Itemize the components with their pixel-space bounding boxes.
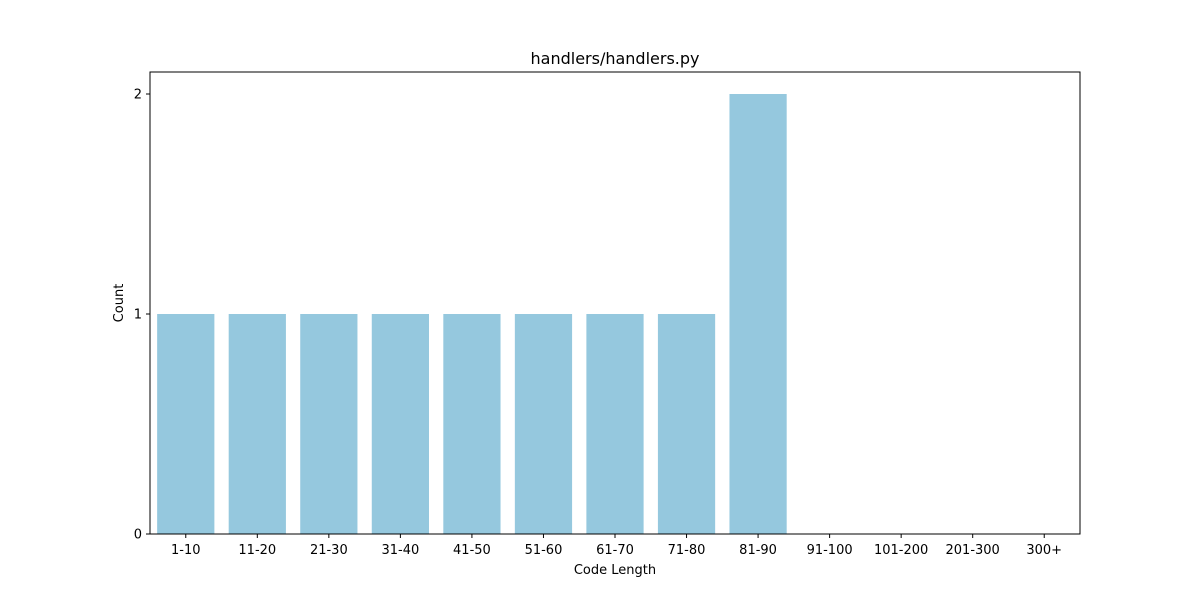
x-tick-label: 61-70 bbox=[596, 543, 634, 558]
bar-41-50 bbox=[443, 314, 501, 534]
y-tick-label: 1 bbox=[134, 308, 142, 323]
x-tick-label: 101-200 bbox=[874, 543, 928, 558]
x-tick-label: 21-30 bbox=[310, 543, 348, 558]
x-axis-label: Code Length bbox=[574, 563, 656, 578]
y-tick-label: 2 bbox=[134, 88, 142, 103]
bars-layer bbox=[157, 94, 787, 534]
x-tick-label: 81-90 bbox=[739, 543, 777, 558]
bar-71-80 bbox=[657, 314, 716, 534]
x-tick-label: 91-100 bbox=[807, 543, 853, 558]
bar-31-40 bbox=[371, 314, 429, 534]
x-axis: 1-10 11-20 21-30 31-40 41-50 51-60 61-70 71-80 8… bbox=[171, 534, 1062, 558]
bar-1-10 bbox=[157, 314, 215, 534]
bar-11-20 bbox=[228, 314, 286, 534]
bar-21-30 bbox=[300, 314, 358, 534]
x-tick-label: 41-50 bbox=[453, 543, 491, 558]
x-tick-label: 201-300 bbox=[946, 543, 1000, 558]
x-tick-label: 300+ bbox=[1026, 543, 1062, 558]
y-axis-label: Count bbox=[112, 284, 127, 323]
x-tick-label: 1-10 bbox=[171, 543, 201, 558]
bar-61-70 bbox=[586, 314, 644, 534]
x-tick-label: 71-80 bbox=[668, 543, 706, 558]
y-axis: 0 1 2 bbox=[134, 88, 150, 543]
x-tick-label: 31-40 bbox=[381, 543, 419, 558]
bar-51-60 bbox=[514, 314, 573, 534]
y-tick-label: 0 bbox=[134, 528, 142, 543]
x-tick-label: 11-20 bbox=[238, 543, 276, 558]
bar-81-90 bbox=[729, 94, 787, 534]
x-tick-label: 51-60 bbox=[525, 543, 563, 558]
chart-title: handlers/handlers.py bbox=[531, 49, 700, 68]
